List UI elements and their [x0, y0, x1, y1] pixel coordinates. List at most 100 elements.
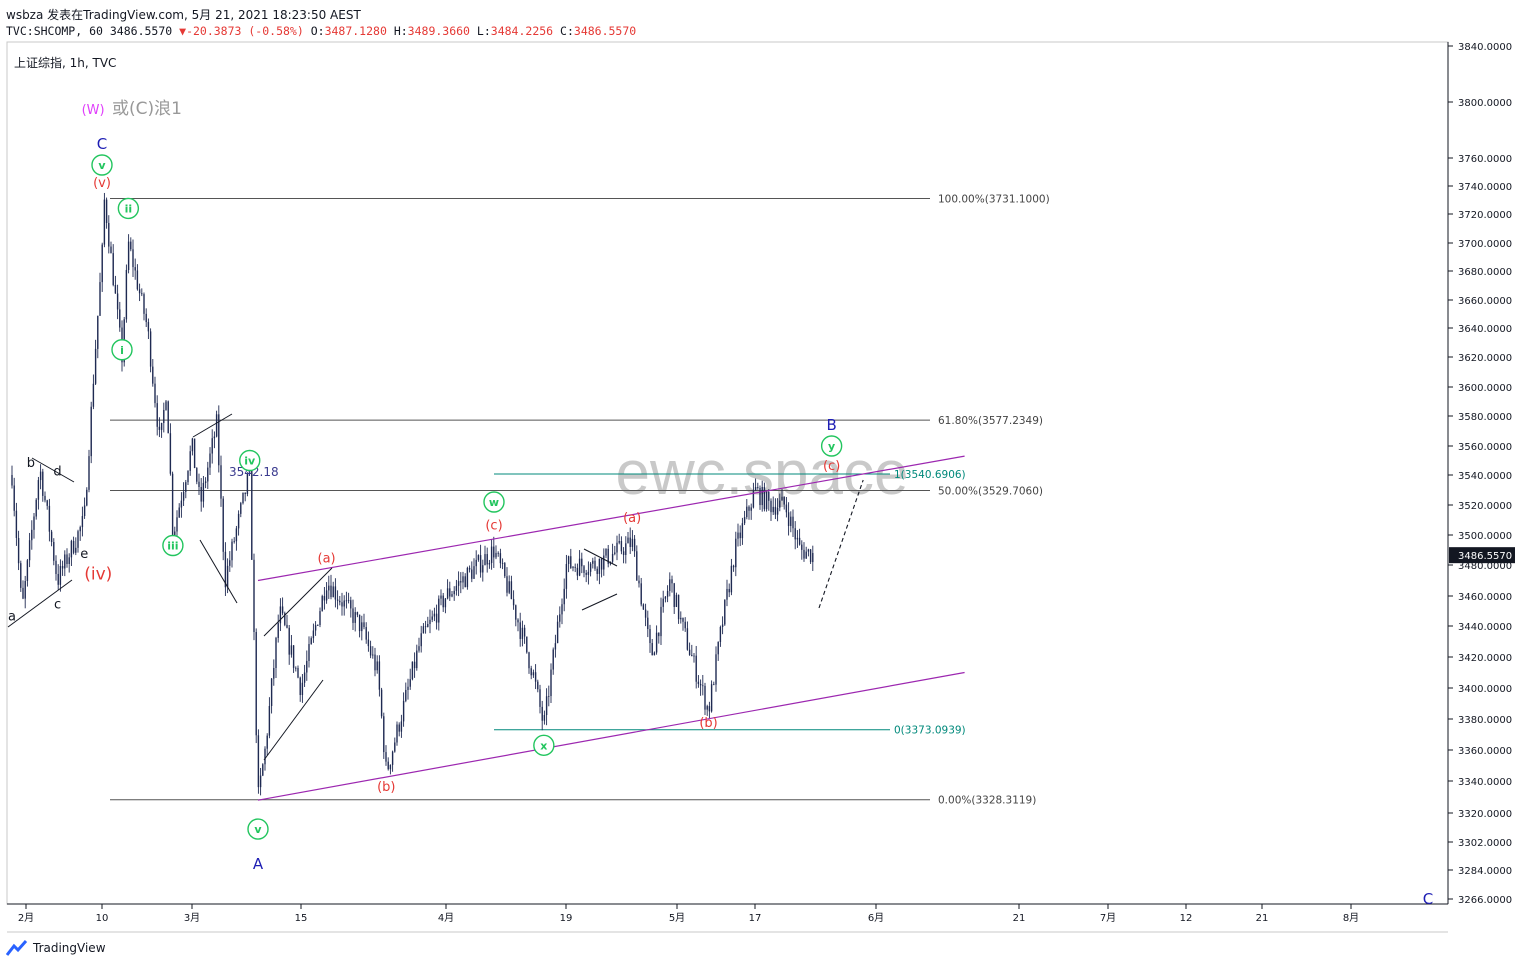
fibonacci-retracement[interactable]: 100.00%(3731.1000) 61.80%(3577.2349) 50.00… [110, 193, 1050, 807]
price-tick-label: 3660.0000 [1458, 296, 1512, 307]
price-tick-label: 3800.0000 [1458, 98, 1512, 109]
wave-label: (b) [699, 716, 717, 731]
candle-body [757, 486, 759, 488]
candle-body [246, 473, 249, 495]
candle-body [809, 549, 812, 563]
candle-body [548, 696, 550, 697]
wave-label-circle [117, 197, 140, 220]
candle-body [398, 724, 400, 732]
candle-body [719, 626, 722, 642]
candle-body [453, 590, 455, 595]
candle-body [174, 531, 176, 536]
candle-body [717, 641, 719, 655]
candle-body [53, 542, 55, 561]
candle-body [655, 632, 658, 653]
candle-body [633, 538, 636, 552]
candle-body [207, 467, 209, 482]
candle-body [477, 555, 480, 560]
fib-level-label: 0.00%(3328.3119) [938, 795, 1036, 807]
candle-body [125, 269, 128, 320]
candle-body [455, 585, 458, 591]
time-tick-label: 21 [1013, 913, 1026, 924]
symbol-label[interactable]: TVC:SHCOMP, 60 [6, 24, 103, 38]
candle-body [512, 599, 515, 606]
candle-body [402, 700, 405, 722]
wave-label: d [53, 465, 61, 480]
candle-body [187, 470, 189, 483]
current-price-label: 3486.5570 [1458, 551, 1512, 562]
wave-label-circle [91, 154, 113, 176]
candle-body [411, 661, 414, 680]
time-tick-label: 10 [96, 913, 109, 924]
candle-body [154, 383, 156, 404]
time-tick-label: 15 [295, 913, 308, 924]
candle-body [466, 567, 469, 588]
candle-body [15, 510, 18, 538]
candle-body [28, 540, 31, 561]
candle-body [440, 595, 442, 599]
candle-body [484, 554, 486, 566]
candle-body [330, 585, 332, 598]
candle-body [776, 507, 779, 515]
wave-label: c [54, 598, 61, 613]
price-tick-label: 3480.0000 [1458, 561, 1512, 572]
candle-body [369, 646, 372, 656]
candle-body [539, 689, 541, 707]
candle-body [211, 438, 213, 454]
candle-body [354, 612, 356, 623]
candle-body [317, 625, 319, 626]
candle-body [431, 616, 433, 620]
publisher-line: wsbza 发表在TradingView.com, 5月 21, 2021 18… [6, 8, 361, 22]
time-axis[interactable]: 2月 10 3月 15 4月 19 5月 17 6月 21 7月 12 21 8月 [18, 904, 1359, 924]
candle-body [277, 623, 279, 638]
candle-body [281, 606, 284, 614]
candle-body [629, 537, 631, 547]
candle-body [145, 313, 147, 323]
candle-body [312, 630, 315, 639]
drawings[interactable]: 3542.18 [7, 413, 965, 801]
candle-body [587, 571, 590, 575]
candle-body [418, 646, 420, 651]
price-tick-label: 3440.0000 [1458, 622, 1512, 633]
price-axis[interactable]: 3840.0000 3800.0000 3760.0000 3740.0000 3720… [1448, 42, 1515, 906]
candle-body [130, 241, 132, 250]
tradingview-logo[interactable]: TradingView [5, 940, 106, 956]
candle-body [603, 555, 605, 570]
candle-body [259, 775, 262, 788]
candle-body [651, 643, 653, 656]
candle-body [235, 528, 238, 542]
candle-body [378, 661, 381, 690]
candle-body [90, 406, 92, 457]
wave-label: (a) [623, 511, 641, 526]
wave-label-circle [483, 491, 505, 513]
candle-body [746, 506, 748, 518]
candle-body [385, 752, 387, 762]
candle-body [372, 654, 374, 656]
candle-body [68, 557, 70, 564]
candle-body [726, 588, 728, 600]
candle-body [532, 672, 535, 676]
wave-label: 或(C)浪1 [112, 99, 182, 119]
candle-body [321, 596, 323, 612]
high-label: H: [393, 24, 408, 38]
candle-body [237, 513, 240, 529]
candle-body [273, 667, 275, 679]
candle-body [787, 512, 790, 527]
time-tick-label: 21 [1256, 913, 1269, 924]
candle-body [435, 613, 438, 623]
candle-body [688, 649, 691, 655]
candle-body [475, 559, 477, 567]
candle-body [691, 654, 693, 657]
price-tick-label: 3840.0000 [1458, 42, 1512, 53]
candle-body [343, 600, 345, 607]
candle-body [444, 598, 447, 608]
pattern-line [7, 579, 73, 628]
wave-label: iii [167, 540, 178, 553]
candle-body [405, 689, 407, 701]
candle-body [517, 619, 519, 623]
candle-body [739, 532, 741, 539]
candle-body [341, 602, 343, 607]
candle-body [17, 537, 20, 564]
candle-body [328, 585, 330, 591]
